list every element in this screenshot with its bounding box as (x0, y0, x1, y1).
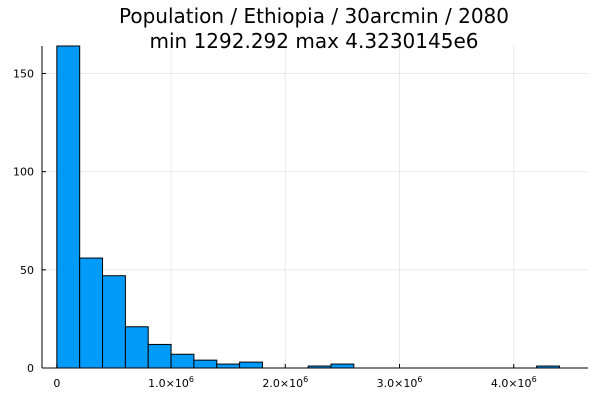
x-tick-label-4: 4.0×106 (491, 375, 537, 390)
x-tick-label-0: 0 (53, 377, 60, 390)
x-tick-label-1: 1.0×106 (148, 375, 194, 390)
x-tick-label-3: 3.0×106 (377, 375, 423, 390)
axis-layer (41, 46, 588, 369)
histogram-bar-5 (170, 353, 195, 369)
y-tick-label-2: 100 (13, 166, 34, 179)
histogram-bar-0 (56, 45, 81, 369)
histogram-bar-10 (330, 363, 355, 369)
histogram-bar-2 (102, 275, 126, 369)
tick-layer: 0 1.0×106 2.0×106 3.0×106 4.0×106 0 50 100 150 (13, 67, 537, 390)
y-tick-label-3: 150 (13, 67, 34, 80)
chart-subtitle: min 1292.292 max 4.3230145e6 (150, 29, 479, 53)
chart-title: Population / Ethiopia / 30arcmin / 2080 (119, 4, 509, 28)
histogram-bar-7 (216, 363, 241, 369)
y-tick-label-1: 50 (20, 264, 34, 277)
y-tick-label-0: 0 (27, 362, 34, 375)
bar-layer (56, 45, 560, 369)
histogram-bar-4 (147, 343, 172, 369)
histogram-bar-8 (239, 361, 263, 369)
histogram-bar-1 (79, 257, 104, 369)
x-tick-label-2: 2.0×106 (262, 375, 308, 390)
histogram-bar-3 (124, 326, 149, 369)
histogram-bar-6 (193, 359, 218, 369)
